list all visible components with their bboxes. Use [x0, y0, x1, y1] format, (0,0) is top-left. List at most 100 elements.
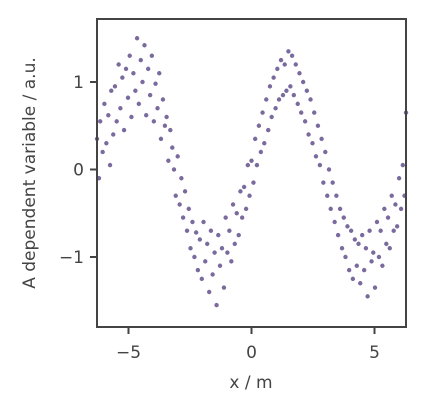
data-point: [247, 193, 252, 198]
data-point: [186, 206, 191, 212]
data-point: [258, 149, 264, 155]
data-point: [394, 224, 400, 229]
data-point: [382, 206, 387, 212]
data-point: [356, 241, 361, 247]
data-point: [354, 263, 359, 268]
data-point: [325, 193, 330, 198]
data-point: [385, 215, 391, 220]
data-point: [125, 95, 131, 100]
data-point: [118, 106, 123, 111]
data-point: [109, 88, 114, 93]
data-point: [206, 289, 212, 295]
data-point: [387, 246, 392, 251]
data-point: [384, 241, 389, 247]
data-point: [131, 71, 136, 76]
data-point: [365, 294, 370, 299]
data-point: [326, 167, 332, 172]
data-point: [100, 149, 105, 155]
data-point: [306, 132, 311, 137]
data-point: [278, 57, 284, 63]
data-point: [157, 71, 162, 76]
data-point: [284, 88, 289, 93]
data-point: [134, 36, 140, 41]
tick-labels: −5 0 5 −1 0 1: [59, 73, 380, 363]
data-point: [221, 285, 227, 290]
data-point: [400, 162, 405, 168]
data-point: [170, 145, 175, 150]
data-point: [348, 228, 354, 233]
data-point: [343, 254, 348, 260]
x-axis-label: x / m: [229, 373, 272, 393]
data-point: [203, 259, 208, 264]
data-point: [380, 263, 385, 268]
data-point: [195, 267, 201, 273]
data-point: [341, 215, 346, 220]
x-tick-label: 0: [246, 343, 257, 363]
data-point: [173, 193, 178, 198]
data-point: [280, 92, 286, 98]
data-point: [319, 136, 324, 142]
data-point: [313, 154, 319, 159]
x-tick-label: 5: [369, 343, 380, 363]
data-point: [321, 180, 326, 185]
data-point: [212, 250, 217, 255]
data-point: [219, 246, 225, 251]
data-point: [180, 215, 186, 220]
data-point: [352, 237, 358, 242]
data-point: [304, 88, 310, 93]
data-point: [155, 106, 160, 111]
data-point: [393, 202, 398, 207]
data-point: [197, 237, 203, 242]
y-tick-label: −1: [59, 248, 84, 268]
data-point: [282, 62, 287, 67]
data-point: [398, 206, 404, 212]
data-point: [184, 228, 190, 233]
data-point: [166, 158, 171, 163]
data-point: [269, 114, 274, 120]
data-point: [223, 215, 228, 220]
data-point: [229, 259, 234, 264]
data-point: [315, 123, 321, 128]
data-point: [264, 97, 269, 102]
y-tick-label: 1: [73, 73, 84, 93]
data-point: [158, 136, 164, 142]
data-point: [102, 101, 107, 107]
data-point: [249, 158, 254, 163]
data-point: [106, 113, 111, 118]
data-point: [168, 127, 173, 133]
data-point: [330, 180, 335, 185]
data-point: [175, 154, 180, 159]
data-point: [227, 228, 232, 233]
axis-ticks: [90, 81, 376, 334]
data-point: [123, 66, 129, 72]
data-point: [328, 206, 333, 212]
data-point: [112, 84, 118, 89]
data-point: [225, 250, 230, 255]
data-point: [127, 53, 132, 58]
data-point: [288, 84, 293, 89]
data-point: [239, 215, 245, 220]
data-point: [151, 119, 157, 124]
data-point: [142, 43, 147, 48]
data-point: [266, 127, 271, 133]
data-point: [162, 123, 168, 128]
data-point: [297, 71, 302, 76]
data-point: [361, 267, 367, 273]
data-point: [254, 162, 260, 168]
data-point: [302, 119, 308, 124]
data-point: [372, 285, 378, 290]
data-point: [295, 101, 300, 107]
data-point: [245, 162, 251, 168]
data-point: [369, 259, 374, 264]
data-point: [299, 110, 304, 115]
data-point: [179, 176, 184, 181]
data-point: [147, 92, 153, 98]
data-point: [312, 110, 317, 115]
plot-frame: [96, 18, 407, 328]
data-point: [391, 228, 396, 233]
data-point: [345, 224, 350, 229]
data-point: [177, 202, 182, 207]
data-point: [339, 246, 345, 251]
data-point: [389, 193, 394, 198]
